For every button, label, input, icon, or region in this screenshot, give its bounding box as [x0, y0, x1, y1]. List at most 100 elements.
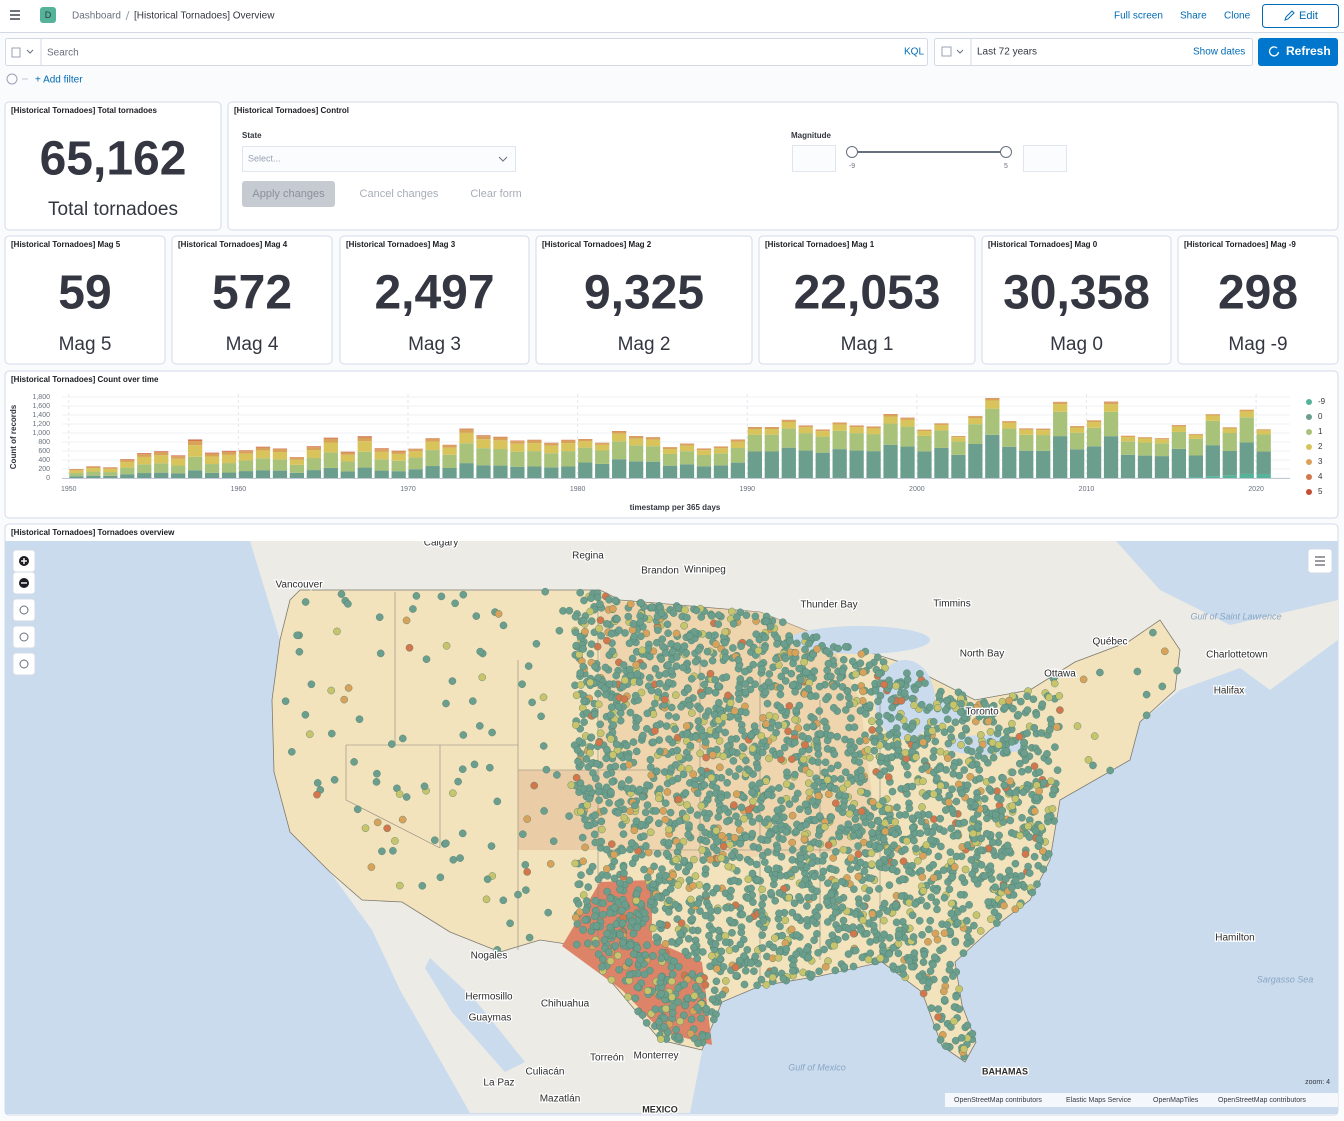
tornado-point: [986, 728, 995, 736]
tornado-point: [850, 885, 858, 894]
bar-segment: [374, 459, 389, 471]
header-action[interactable]: Clone: [1224, 11, 1251, 22]
tornado-point: [619, 863, 628, 872]
bar-segment: [1171, 448, 1187, 478]
tornado-point: [942, 1042, 950, 1050]
state-select[interactable]: [242, 146, 516, 172]
legend-label[interactable]: 4: [1318, 472, 1323, 481]
tornado-point: [715, 737, 724, 745]
tornado-point: [663, 620, 672, 629]
map-control[interactable]: [12, 598, 36, 622]
tornado-point: [731, 772, 740, 780]
bar-segment: [137, 454, 152, 457]
tornado-point: [442, 699, 450, 708]
attribution-link[interactable]: OpenStreetMap contributors: [1218, 1097, 1306, 1104]
bar-segment: [188, 445, 203, 457]
clear-button[interactable]: Clear form: [470, 188, 521, 200]
bar-segment: [86, 471, 101, 476]
tornado-point: [665, 896, 673, 905]
tornado-point: [814, 750, 823, 759]
attribution-link[interactable]: Elastic Maps Service: [1066, 1097, 1131, 1104]
tornado-point: [668, 970, 677, 979]
tornado-point: [999, 774, 1007, 783]
tornado-point: [587, 733, 596, 742]
bar-segment: [578, 462, 593, 478]
bar-segment: [1239, 473, 1254, 478]
slider-handle[interactable]: [1000, 146, 1012, 158]
tornado-point: [301, 598, 310, 606]
tornado-point: [844, 820, 853, 829]
tornado-point: [1000, 781, 1009, 790]
refresh-button[interactable]: [1258, 38, 1338, 66]
tornado-point: [571, 859, 580, 868]
tornado-point: [632, 661, 641, 669]
x-axis-title: timestamp per 365 days: [630, 503, 721, 512]
min-input[interactable]: [792, 145, 836, 172]
bar-segment: [866, 426, 881, 429]
tornado-point: [618, 846, 627, 855]
legend-label[interactable]: 3: [1318, 457, 1323, 466]
tornado-point: [767, 889, 775, 897]
bar-segment: [272, 451, 288, 460]
tornado-point: [745, 639, 754, 647]
attribution-link[interactable]: OpenMapTiles: [1153, 1097, 1199, 1104]
cancel-button[interactable]: Cancel changes: [360, 188, 439, 200]
tornado-point: [810, 872, 819, 881]
header-action[interactable]: Full screen: [1114, 11, 1163, 22]
bar-segment: [612, 431, 627, 434]
tornado-point: [635, 678, 644, 687]
legend-label[interactable]: 5: [1318, 487, 1323, 496]
tornado-point: [581, 916, 590, 924]
slider-handle[interactable]: [846, 146, 858, 158]
tornado-point: [1023, 692, 1031, 701]
map-control[interactable]: [12, 625, 36, 649]
metric-value: 572: [212, 267, 292, 320]
header-action[interactable]: Share: [1180, 11, 1207, 22]
kql-toggle[interactable]: KQL: [904, 47, 924, 58]
apply-button[interactable]: [242, 181, 335, 207]
bar-segment: [408, 469, 423, 478]
tornado-point: [932, 1023, 941, 1031]
tornado-point: [591, 662, 599, 671]
tornado-point: [697, 1014, 705, 1023]
tornado-point: [672, 761, 680, 769]
attribution-link[interactable]: OpenStreetMap contributors: [954, 1097, 1042, 1104]
breadcrumb[interactable]: Dashboard: [72, 11, 121, 22]
show-dates[interactable]: Show dates: [1193, 47, 1245, 58]
bar-segment: [1256, 434, 1271, 452]
bar-segment: [527, 439, 542, 441]
max-input[interactable]: [1023, 145, 1067, 172]
bar-segment: [1137, 438, 1153, 443]
tornado-point: [664, 711, 673, 720]
tornado-point: [714, 620, 723, 629]
legend-label[interactable]: 0: [1318, 412, 1323, 421]
bar-segment: [645, 439, 661, 447]
tornado-point: [616, 931, 624, 939]
refresh-label[interactable]: Refresh: [1286, 44, 1331, 58]
tornado-point: [765, 754, 773, 763]
bar-segment: [1120, 437, 1136, 442]
tornado-point: [1048, 805, 1057, 813]
legend-label[interactable]: 1: [1318, 427, 1323, 436]
tornado-point: [741, 688, 750, 696]
tornado-point: [791, 738, 799, 747]
edit-button[interactable]: [1262, 4, 1339, 28]
tornado-point: [901, 845, 909, 854]
tornado-point: [607, 788, 615, 797]
tornado-point: [839, 656, 848, 664]
legend-label[interactable]: 2: [1318, 442, 1323, 451]
tornado-point: [646, 674, 654, 682]
legend-label[interactable]: -9: [1318, 397, 1326, 406]
map-control[interactable]: [12, 652, 36, 676]
tornado-point: [514, 890, 522, 899]
apply-label[interactable]: Apply changes: [252, 188, 325, 200]
date-box[interactable]: [934, 38, 1253, 66]
search-box[interactable]: [5, 38, 928, 66]
x-tick-label: 1960: [231, 486, 247, 493]
bar-segment: [323, 467, 338, 478]
edit-label[interactable]: Edit: [1299, 10, 1318, 22]
tornado-point: [683, 613, 691, 622]
tornado-point: [752, 630, 761, 639]
add-filter[interactable]: + Add filter: [35, 75, 83, 86]
tornado-point: [337, 590, 346, 598]
